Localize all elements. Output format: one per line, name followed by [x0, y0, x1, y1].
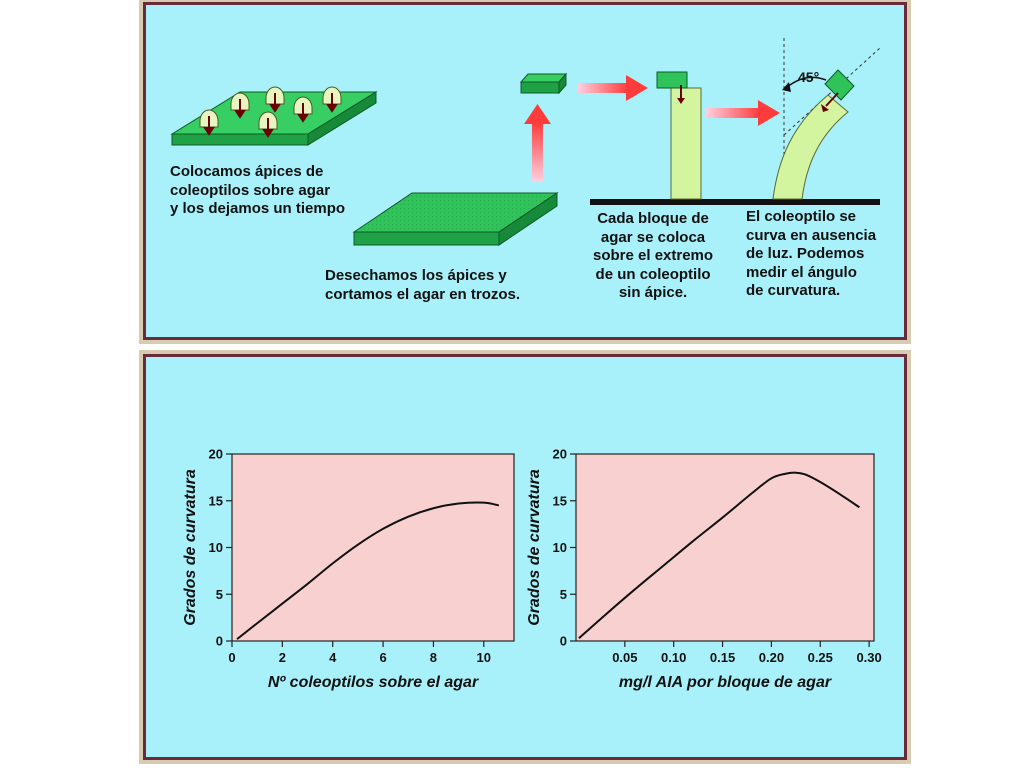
x-tick-label: 0.15 [710, 650, 735, 665]
x-tick-label: 0.20 [759, 650, 784, 665]
x-tick-label: 4 [329, 650, 337, 665]
chart-coleoptile-count: 0 5 10 15 20 0 2 4 6 8 10 Grados de curvatura Nº col… [182, 447, 515, 691]
x-tick-label: 8 [430, 650, 437, 665]
coleoptile-curved [772, 38, 881, 200]
x-tick-label: 0 [228, 650, 235, 665]
plot-area [231, 453, 515, 642]
y-tick-label: 20 [209, 447, 223, 462]
y-axis-label: Grados de curvatura [526, 469, 543, 626]
step4-text: El coleoptilo se curva en ausencia de lu… [746, 208, 877, 299]
x-tick-label: 10 [477, 650, 491, 665]
step3-text: Cada bloque de agar se coloca sobre el e… [593, 210, 714, 301]
agar-slab [352, 192, 559, 246]
y-tick-label: 15 [553, 493, 567, 508]
series-line [236, 501, 500, 640]
right-arrow-1 [578, 75, 648, 101]
y-tick-label: 0 [216, 634, 223, 649]
y-tick-label: 0 [560, 634, 567, 649]
y-tick-label: 10 [553, 540, 567, 555]
coleoptile-straight [656, 71, 702, 200]
x-tick-label: 2 [279, 650, 286, 665]
x-tick-label: 0.05 [612, 650, 637, 665]
series-line [578, 471, 860, 639]
agar-plate-with-apices [170, 86, 378, 146]
y-tick-label: 5 [560, 587, 567, 602]
x-axis-label: mg/l AIA por bloque de agar [619, 674, 832, 691]
angle-label: 45° [798, 69, 819, 85]
x-tick-label: 0.30 [856, 650, 881, 665]
x-tick-label: 0.10 [661, 650, 686, 665]
ground-line [590, 199, 880, 205]
x-axis-label: Nº coleoptilos sobre el agar [268, 674, 479, 691]
step2-text: Desechamos los ápices y cortamos el agar… [325, 267, 521, 303]
right-arrow-2 [706, 100, 780, 126]
x-tick-label: 6 [379, 650, 386, 665]
y-axis-label: Grados de curvatura [182, 469, 199, 626]
y-tick-label: 20 [553, 447, 567, 462]
step1-text: Colocamos ápices de coleoptilos sobre ag… [170, 163, 346, 217]
plot-area [575, 453, 875, 642]
y-tick-label: 10 [209, 540, 223, 555]
chart-aia-concentration: 0 5 10 15 20 0.05 0.10 0.15 0.20 0.25 0.30 Grados d… [526, 447, 882, 692]
y-tick-label: 15 [209, 493, 223, 508]
up-arrow [524, 104, 551, 182]
agar-block [519, 72, 568, 95]
x-tick-label: 0.25 [808, 650, 833, 665]
y-tick-label: 5 [216, 587, 223, 602]
